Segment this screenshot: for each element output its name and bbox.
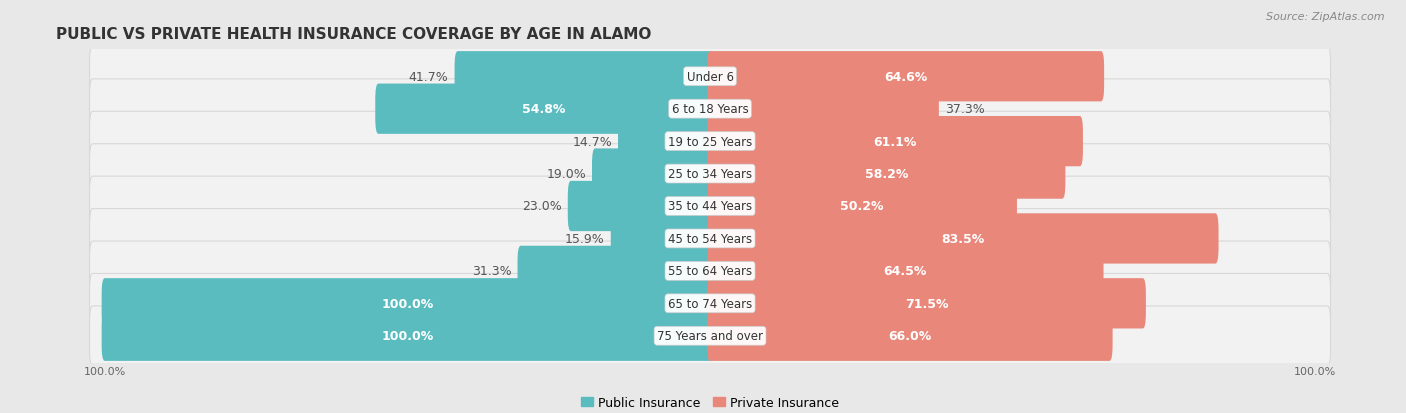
Text: 15.9%: 15.9% [565, 233, 605, 245]
Text: 66.0%: 66.0% [889, 330, 931, 342]
Legend: Public Insurance, Private Insurance: Public Insurance, Private Insurance [575, 391, 845, 413]
Text: 55 to 64 Years: 55 to 64 Years [668, 265, 752, 278]
FancyBboxPatch shape [375, 84, 713, 135]
Text: 25 to 34 Years: 25 to 34 Years [668, 168, 752, 180]
FancyBboxPatch shape [707, 117, 1083, 167]
FancyBboxPatch shape [707, 149, 1066, 199]
Text: Source: ZipAtlas.com: Source: ZipAtlas.com [1267, 12, 1385, 22]
Text: 19.0%: 19.0% [546, 168, 586, 180]
Text: 64.5%: 64.5% [883, 265, 927, 278]
Text: 58.2%: 58.2% [865, 168, 908, 180]
FancyBboxPatch shape [517, 246, 713, 296]
Text: 37.3%: 37.3% [945, 103, 984, 116]
Text: 35 to 44 Years: 35 to 44 Years [668, 200, 752, 213]
Text: 100.0%: 100.0% [381, 330, 433, 342]
Text: 41.7%: 41.7% [409, 71, 449, 83]
FancyBboxPatch shape [707, 246, 1104, 296]
FancyBboxPatch shape [707, 311, 1112, 361]
Text: 14.7%: 14.7% [572, 135, 612, 148]
Text: 54.8%: 54.8% [523, 103, 565, 116]
Text: 23.0%: 23.0% [522, 200, 562, 213]
FancyBboxPatch shape [568, 181, 713, 232]
FancyBboxPatch shape [90, 274, 1330, 333]
FancyBboxPatch shape [90, 177, 1330, 236]
FancyBboxPatch shape [90, 145, 1330, 204]
Text: 61.1%: 61.1% [873, 135, 917, 148]
FancyBboxPatch shape [592, 149, 713, 199]
FancyBboxPatch shape [610, 214, 713, 264]
FancyBboxPatch shape [454, 52, 713, 102]
FancyBboxPatch shape [101, 311, 713, 361]
FancyBboxPatch shape [707, 52, 1104, 102]
FancyBboxPatch shape [707, 214, 1219, 264]
FancyBboxPatch shape [90, 242, 1330, 301]
FancyBboxPatch shape [707, 84, 939, 135]
Text: 75 Years and over: 75 Years and over [657, 330, 763, 342]
Text: PUBLIC VS PRIVATE HEALTH INSURANCE COVERAGE BY AGE IN ALAMO: PUBLIC VS PRIVATE HEALTH INSURANCE COVER… [56, 26, 651, 41]
FancyBboxPatch shape [90, 306, 1330, 366]
Text: 45 to 54 Years: 45 to 54 Years [668, 233, 752, 245]
Text: 65 to 74 Years: 65 to 74 Years [668, 297, 752, 310]
Text: 50.2%: 50.2% [841, 200, 884, 213]
Text: 100.0%: 100.0% [381, 297, 433, 310]
Text: 6 to 18 Years: 6 to 18 Years [672, 103, 748, 116]
Text: 83.5%: 83.5% [941, 233, 984, 245]
Text: 71.5%: 71.5% [904, 297, 948, 310]
Text: 19 to 25 Years: 19 to 25 Years [668, 135, 752, 148]
FancyBboxPatch shape [707, 278, 1146, 329]
Text: 31.3%: 31.3% [472, 265, 512, 278]
FancyBboxPatch shape [101, 278, 713, 329]
FancyBboxPatch shape [90, 47, 1330, 107]
FancyBboxPatch shape [707, 181, 1017, 232]
FancyBboxPatch shape [90, 80, 1330, 139]
Text: 64.6%: 64.6% [884, 71, 927, 83]
FancyBboxPatch shape [90, 112, 1330, 171]
Text: Under 6: Under 6 [686, 71, 734, 83]
FancyBboxPatch shape [90, 209, 1330, 268]
FancyBboxPatch shape [619, 117, 713, 167]
